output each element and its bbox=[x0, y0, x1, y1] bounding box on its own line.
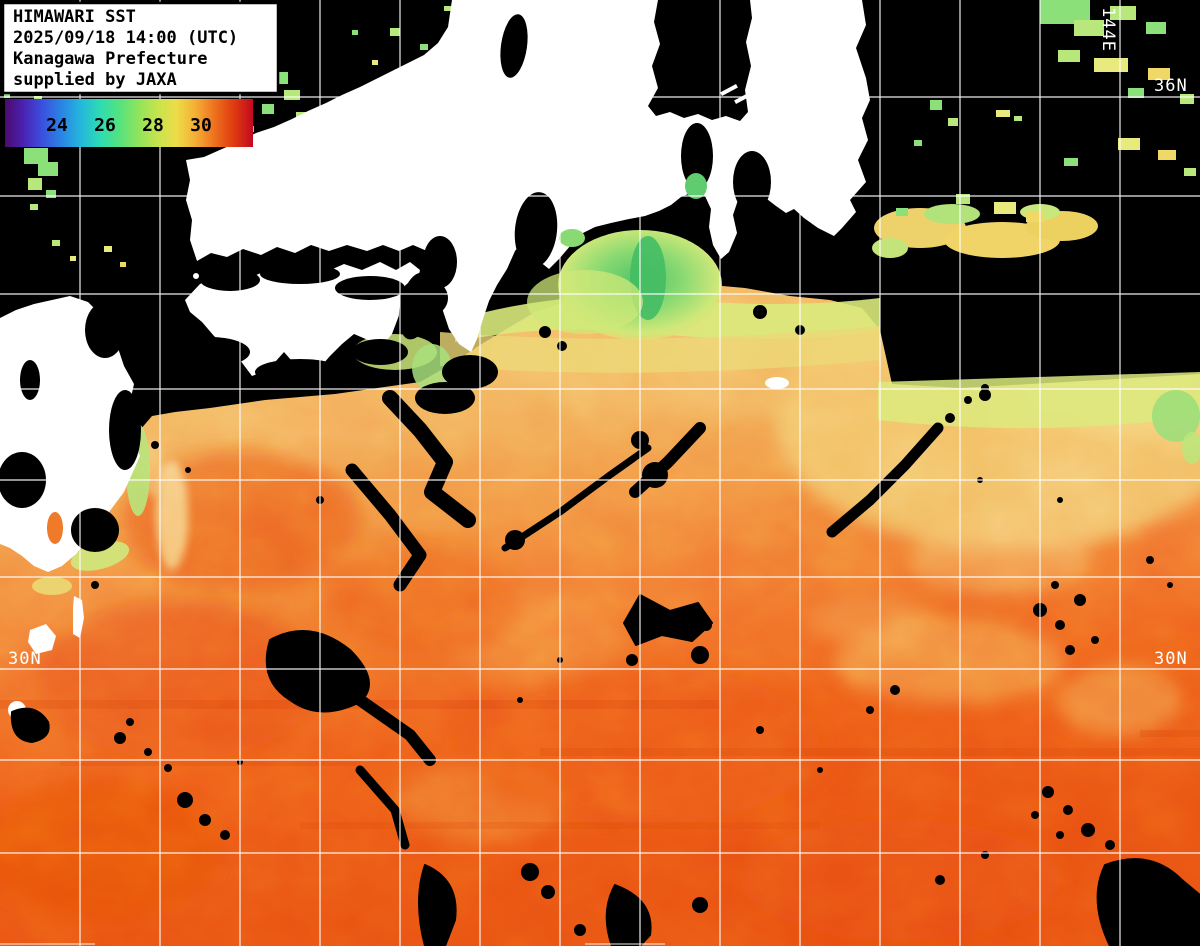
kanto-lake-slashes bbox=[720, 84, 752, 104]
title-line-4: supplied by JAXA bbox=[13, 70, 177, 90]
yakushima-island bbox=[28, 624, 56, 654]
colorbar-tick-26: 26 bbox=[94, 115, 116, 136]
title-line-2: 2025/09/18 14:00 (UTC) bbox=[13, 28, 238, 48]
colorbar-tick-30: 30 bbox=[190, 115, 212, 136]
bay-water-layer bbox=[47, 173, 707, 544]
label-30n-left: 30N bbox=[8, 649, 42, 669]
honshu-landmass bbox=[186, 0, 870, 352]
colorbar-tick-28: 28 bbox=[142, 115, 164, 136]
title-line-1: HIMAWARI SST bbox=[13, 7, 136, 27]
amakusa-islet bbox=[12, 414, 28, 432]
label-136e: 136E bbox=[458, 7, 478, 52]
colorbar-tick-24: 24 bbox=[46, 115, 68, 136]
bay-and-coastal-cloud-layer bbox=[0, 14, 771, 552]
graticule-labels: 136E 144E 36N 30N 30N bbox=[8, 7, 1188, 669]
title-line-3: Kanagawa Prefecture bbox=[13, 49, 207, 69]
glint-spot bbox=[765, 377, 789, 389]
colorbar-gradient bbox=[5, 99, 253, 147]
label-30n-right: 30N bbox=[1154, 649, 1188, 669]
title-box: HIMAWARI SST 2025/09/18 14:00 (UTC) Kana… bbox=[1, 1, 280, 95]
label-144e: 144E bbox=[1098, 7, 1118, 52]
colorbar: 24 26 28 30 bbox=[5, 99, 253, 147]
label-36n-right: 36N bbox=[1154, 76, 1188, 96]
tanegashima-island bbox=[73, 596, 84, 638]
